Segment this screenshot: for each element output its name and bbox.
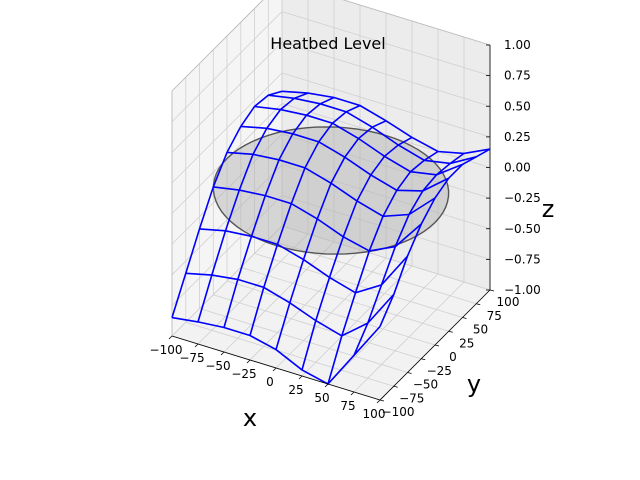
x-tick-label-2: −50 xyxy=(205,359,230,373)
y-tick-label-3: −25 xyxy=(427,364,452,378)
y-tick-5 xyxy=(448,330,453,333)
x-tick-4 xyxy=(272,367,277,372)
mesh-col-8 xyxy=(379,148,491,327)
y-tick-1 xyxy=(393,385,398,388)
mesh-col-3 xyxy=(249,104,361,336)
z-tick-label-7: 0.75 xyxy=(504,69,531,83)
grid-line-z-5 xyxy=(171,72,491,184)
mesh-col-0 xyxy=(171,90,283,318)
y-axis-label: y xyxy=(467,370,481,398)
y-tick-8 xyxy=(489,289,495,292)
y-tick-label-6: 50 xyxy=(473,323,488,337)
x-tick-label-3: −25 xyxy=(231,367,256,381)
x-tick-3 xyxy=(246,359,251,364)
y-tick-4 xyxy=(434,344,440,347)
y-tick-6 xyxy=(462,317,467,319)
y-tick-label-2: −50 xyxy=(413,378,438,392)
x-tick-label-8: 100 xyxy=(363,407,386,421)
mesh-col-2 xyxy=(223,96,335,328)
z-tick-label-6: 0.50 xyxy=(504,99,531,113)
y-tick-label-0: −100 xyxy=(382,405,415,419)
grid-line-z-1 xyxy=(171,194,491,306)
x-tick-1 xyxy=(194,343,199,348)
grid-line-z-0 xyxy=(171,225,491,337)
x-tick-label-0: −100 xyxy=(150,343,183,357)
mesh-col-1 xyxy=(197,92,309,323)
mesh-col-6 xyxy=(327,150,439,385)
y-tick-label-8: 100 xyxy=(497,295,520,309)
z-tick-label-0: −1.00 xyxy=(504,283,541,297)
y-tick-label-1: −75 xyxy=(399,391,424,405)
z-tick-label-1: −0.75 xyxy=(504,252,541,266)
x-tick-7 xyxy=(350,391,355,396)
mesh-col-7 xyxy=(353,152,465,356)
x-tick-0 xyxy=(168,335,173,340)
z-tick-label-4: 0.00 xyxy=(504,161,531,175)
grid-line-z-3 xyxy=(171,133,491,245)
x-tick-6 xyxy=(324,383,329,388)
mesh-col-5 xyxy=(301,136,413,371)
z-tick-label-2: −0.50 xyxy=(504,222,541,236)
chart-title: Heatbed Level xyxy=(270,34,385,53)
x-tick-label-4: 0 xyxy=(266,375,274,389)
ticks-layer: −100−75−50−250255075100−100−75−50−250255… xyxy=(150,38,541,421)
mesh-layer xyxy=(171,90,491,386)
y-tick-label-4: 0 xyxy=(449,350,457,364)
mesh-col-4 xyxy=(275,120,387,350)
y-tick-2 xyxy=(407,372,412,374)
y-tick-7 xyxy=(476,303,481,306)
x-tick-5 xyxy=(298,375,303,380)
x-axis-label: x xyxy=(243,404,257,432)
grid-line-z-7 xyxy=(171,11,491,122)
y-tick-3 xyxy=(421,358,426,361)
x-tick-8 xyxy=(376,399,381,404)
x-tick-label-1: −75 xyxy=(179,351,204,365)
z-tick-label-3: −0.25 xyxy=(504,191,541,205)
z-axis-label: z xyxy=(542,195,555,223)
x-tick-label-6: 50 xyxy=(314,391,329,405)
y-tick-label-5: 25 xyxy=(459,336,474,350)
grid-line-z-4 xyxy=(171,103,491,214)
x-tick-label-5: 25 xyxy=(288,383,303,397)
grid-line-z-6 xyxy=(171,41,491,153)
x-tick-label-7: 75 xyxy=(340,399,355,413)
y-tick-0 xyxy=(379,399,385,402)
y-tick-label-7: 75 xyxy=(487,309,502,323)
z-tick-label-5: 0.25 xyxy=(504,130,531,144)
x-tick-2 xyxy=(220,351,225,356)
z-tick-label-8: 1.00 xyxy=(504,38,531,52)
